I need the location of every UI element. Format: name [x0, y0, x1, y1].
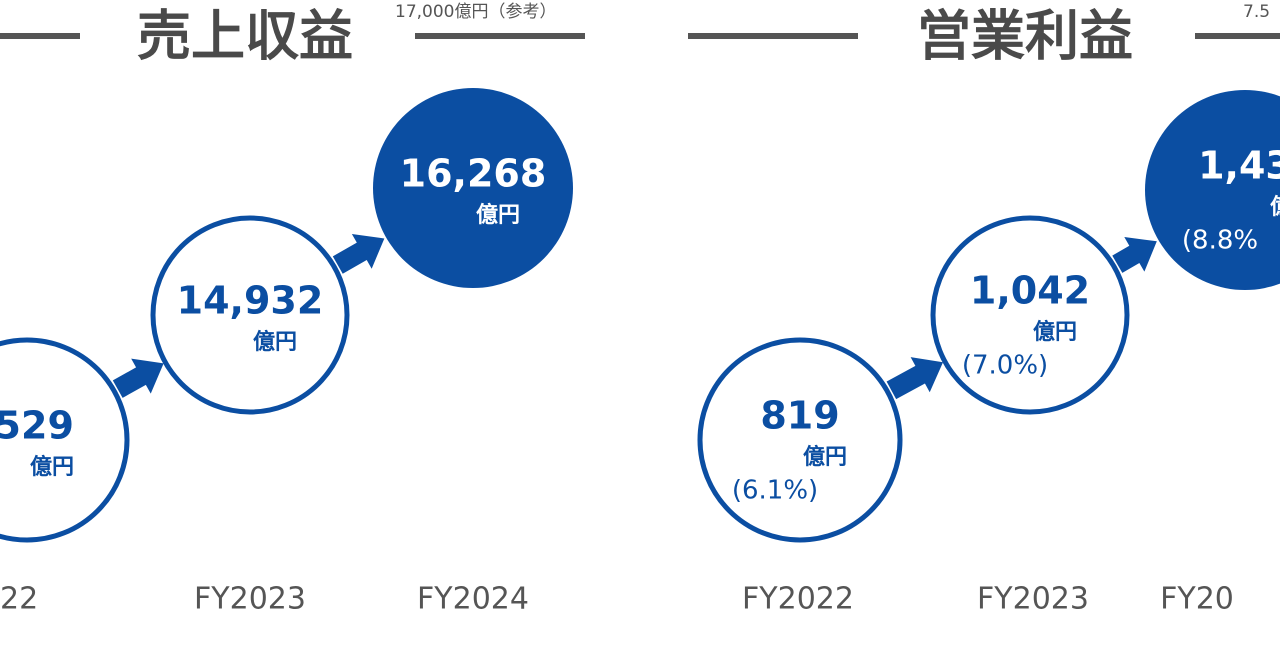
unit: 億円 [476, 202, 520, 228]
value: 1,042 [970, 269, 1090, 313]
circles: ,529 億円 2022 14,932 億円 FY2023 16,268 億円 FY2024 81… [0, 88, 1280, 617]
year: FY2022 [742, 582, 854, 617]
value: 16,268 [400, 152, 547, 196]
panel-title: 営業利益 [917, 5, 1133, 68]
circle [150, 215, 350, 415]
panel-title: 売上収益 [137, 5, 353, 68]
unit: 億円 [803, 444, 847, 470]
circle [930, 215, 1130, 415]
value: 1,43 [1198, 144, 1280, 188]
value: 14,932 [177, 279, 324, 323]
unit: 億円 [1033, 319, 1077, 345]
unit: 億円 [30, 454, 74, 480]
ratio: (6.1%) [732, 476, 818, 506]
note: 17,000億円（参考） [395, 2, 556, 22]
year: FY2023 [194, 582, 306, 617]
arrow [332, 233, 385, 274]
ratio: (7.0%) [962, 351, 1048, 381]
circle [697, 337, 903, 543]
note: 7.5 [1243, 2, 1270, 22]
circle [1145, 90, 1280, 290]
circle [373, 88, 573, 288]
value: 819 [760, 394, 839, 438]
year: FY2023 [977, 582, 1089, 617]
circle [0, 337, 130, 543]
unit: 億円 [253, 329, 297, 355]
year: 2022 [0, 582, 38, 617]
year: FY2024 [417, 582, 529, 617]
value: ,529 [0, 404, 74, 448]
year: FY20 [1160, 582, 1234, 617]
unit: 億 [1270, 194, 1280, 220]
arrow [886, 357, 944, 400]
arrow [1112, 237, 1157, 273]
arrow [112, 358, 164, 398]
ratio: (8.8% [1182, 226, 1258, 256]
